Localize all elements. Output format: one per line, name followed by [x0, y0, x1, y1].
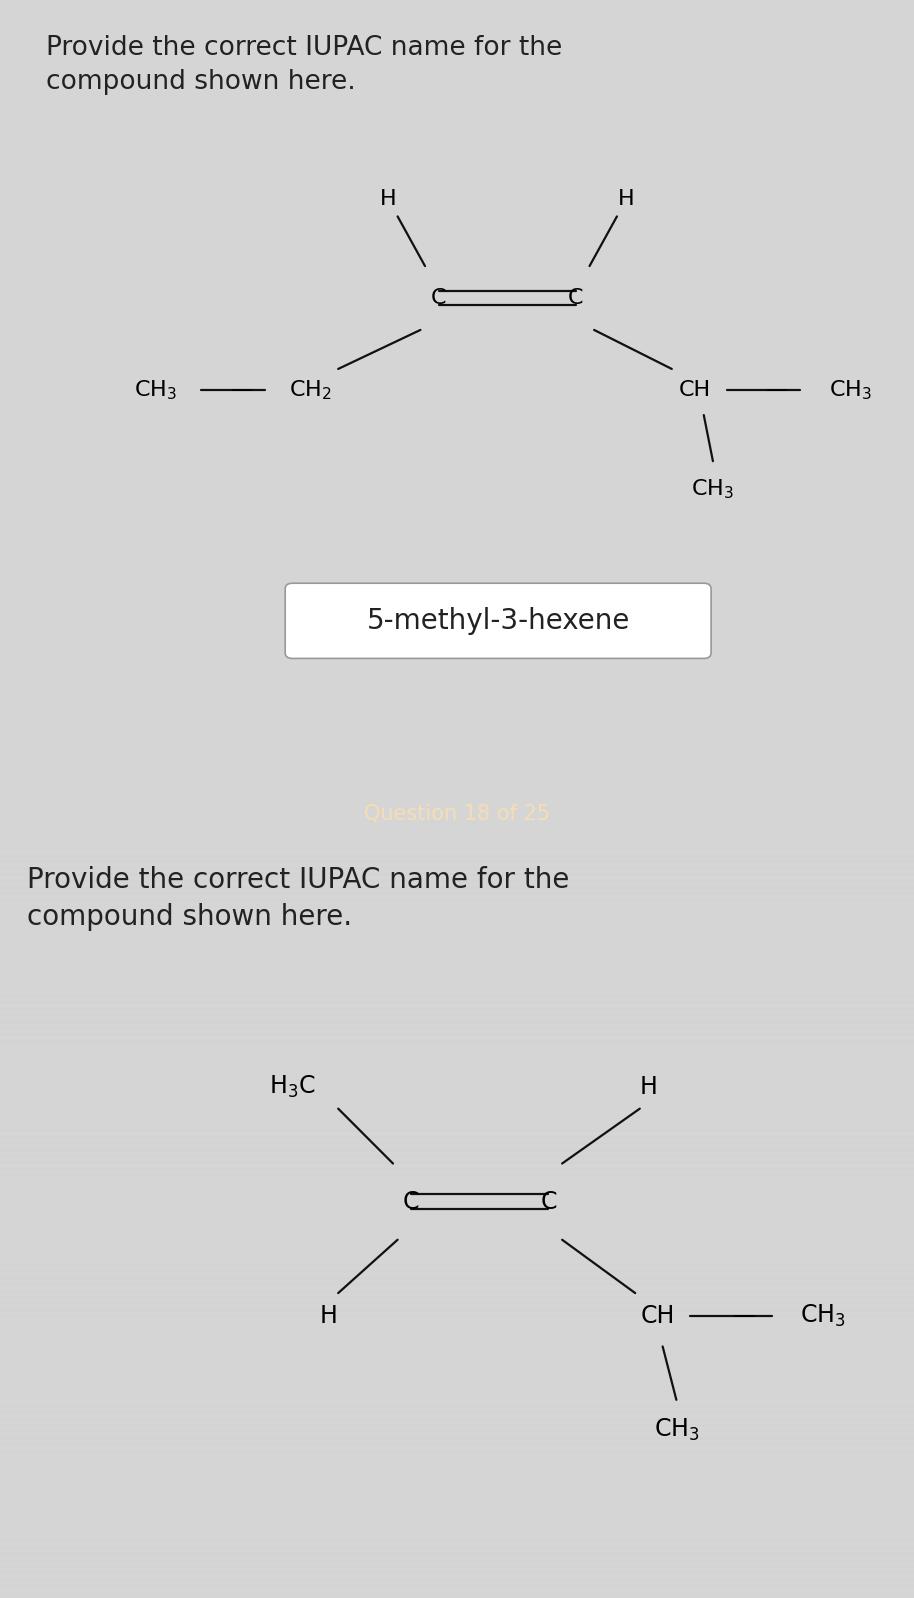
Text: CH$_3$: CH$_3$ — [654, 1417, 699, 1443]
Text: —: — — [766, 380, 788, 400]
Text: CH$_3$: CH$_3$ — [691, 478, 735, 502]
Text: H: H — [640, 1075, 658, 1099]
Text: CH$_2$: CH$_2$ — [290, 379, 332, 403]
Text: C: C — [403, 1189, 420, 1213]
Text: H: H — [618, 189, 634, 209]
Text: CH$_3$: CH$_3$ — [828, 379, 872, 403]
Text: C: C — [569, 288, 583, 308]
Text: 5-methyl-3-hexene: 5-methyl-3-hexene — [367, 607, 630, 634]
FancyBboxPatch shape — [285, 583, 711, 658]
Text: CH: CH — [678, 380, 711, 400]
Text: C: C — [540, 1189, 557, 1213]
Text: CH: CH — [641, 1304, 675, 1328]
Text: CH$_3$: CH$_3$ — [133, 379, 177, 403]
Text: —: — — [733, 1304, 757, 1328]
Text: H: H — [320, 1304, 338, 1328]
Text: Provide the correct IUPAC name for the
compound shown here.: Provide the correct IUPAC name for the c… — [27, 866, 569, 932]
Text: H: H — [380, 189, 397, 209]
Text: Provide the correct IUPAC name for the
compound shown here.: Provide the correct IUPAC name for the c… — [46, 35, 562, 96]
Text: —: — — [231, 380, 253, 400]
Text: H$_3$C: H$_3$C — [270, 1074, 315, 1101]
Text: Question 18 of 25: Question 18 of 25 — [364, 804, 550, 823]
Text: CH$_3$: CH$_3$ — [800, 1302, 845, 1330]
Text: C: C — [431, 288, 446, 308]
